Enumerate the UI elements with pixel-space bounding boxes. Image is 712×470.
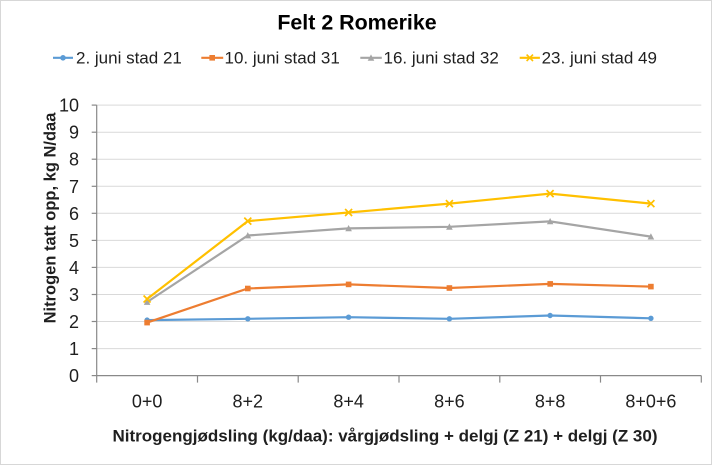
svg-text:5: 5: [69, 231, 79, 251]
svg-text:8+4: 8+4: [333, 391, 364, 411]
svg-text:8: 8: [69, 150, 79, 170]
svg-text:23. juni stad 49: 23. juni stad 49: [542, 49, 657, 68]
svg-text:4: 4: [69, 258, 79, 278]
svg-text:2. juni stad 21: 2. juni stad 21: [76, 49, 182, 68]
svg-text:7: 7: [69, 177, 79, 197]
svg-text:0+0: 0+0: [132, 391, 163, 411]
svg-text:Nitrogen tatt opp, kg N/daa: Nitrogen tatt opp, kg N/daa: [42, 112, 60, 324]
svg-text:9: 9: [69, 123, 79, 143]
svg-text:16. juni stad 32: 16. juni stad 32: [384, 49, 499, 68]
svg-text:0: 0: [69, 366, 79, 386]
svg-text:10. juni stad 31: 10. juni stad 31: [225, 49, 340, 68]
svg-text:2: 2: [69, 312, 79, 332]
svg-text:3: 3: [69, 285, 79, 305]
svg-text:8+0+6: 8+0+6: [625, 391, 676, 411]
svg-text:Nitrogengjødsling (kg/daa): vå: Nitrogengjødsling (kg/daa): vårgjødsling…: [113, 426, 658, 445]
svg-text:8+2: 8+2: [233, 391, 264, 411]
svg-text:8+6: 8+6: [434, 391, 465, 411]
svg-text:1: 1: [69, 339, 79, 359]
svg-text:6: 6: [69, 204, 79, 224]
svg-text:10: 10: [59, 96, 79, 116]
svg-text:8+8: 8+8: [535, 391, 566, 411]
svg-text:Felt 2 Romerike: Felt 2 Romerike: [277, 11, 436, 35]
